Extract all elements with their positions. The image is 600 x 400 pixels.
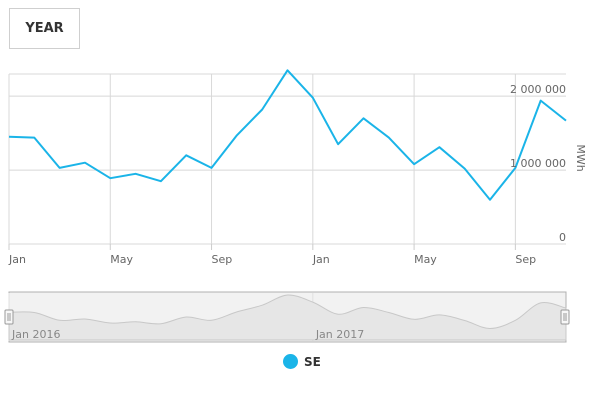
x-axis-ticks: Jan May Sep Jan May Sep bbox=[8, 244, 536, 266]
series-layer bbox=[8, 69, 567, 201]
year-range-button[interactable]: YEAR bbox=[9, 8, 80, 49]
navigator-label: Jan 2016 bbox=[11, 328, 60, 341]
x-tick-label: Jan bbox=[8, 253, 26, 266]
y-tick-label: 1 000 000 bbox=[510, 157, 566, 170]
x-tick-label: Sep bbox=[212, 253, 233, 266]
y-axis-ticks: 0 1 000 000 2 000 000 bbox=[510, 83, 566, 244]
navigator-left-handle[interactable] bbox=[4, 309, 14, 325]
x-tick-label: May bbox=[110, 253, 133, 266]
y-axis-title: MWh bbox=[574, 144, 587, 171]
series-line-se bbox=[8, 69, 567, 201]
x-tick-label: May bbox=[414, 253, 437, 266]
navigator[interactable]: Jan 2016 Jan 2017 bbox=[4, 291, 570, 343]
plot-grid bbox=[8, 73, 566, 245]
navigator-right-handle[interactable] bbox=[560, 309, 570, 325]
navigator-series-area bbox=[8, 294, 567, 341]
x-tick-label: Jan bbox=[312, 253, 330, 266]
x-tick-label: Sep bbox=[515, 253, 536, 266]
y-tick-label: 2 000 000 bbox=[510, 83, 566, 96]
legend-label: SE bbox=[304, 354, 321, 369]
navigator-label: Jan 2017 bbox=[315, 328, 364, 341]
navigator-labels: Jan 2016 Jan 2017 bbox=[11, 328, 364, 341]
legend-item-se[interactable]: SE bbox=[283, 354, 321, 369]
circle-marker-icon bbox=[283, 354, 298, 369]
y-tick-label: 0 bbox=[559, 231, 566, 244]
